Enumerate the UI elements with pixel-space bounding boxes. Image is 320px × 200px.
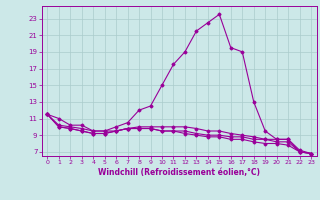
X-axis label: Windchill (Refroidissement éolien,°C): Windchill (Refroidissement éolien,°C) — [98, 168, 260, 177]
